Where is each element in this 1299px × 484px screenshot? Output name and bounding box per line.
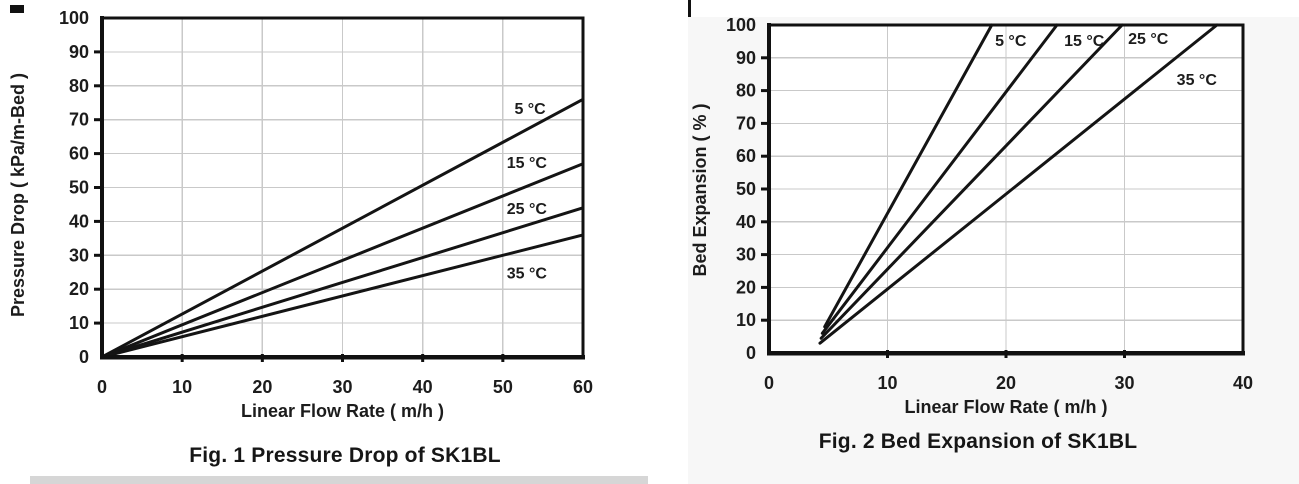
panel-divider-mark	[688, 0, 691, 17]
series-line-35-c	[100, 233, 585, 359]
y-tick-label-50: 50	[736, 179, 756, 199]
series-label-25-c: 25 °C	[1128, 31, 1169, 48]
scan-artifact-top-left	[10, 5, 24, 13]
series-line-5-c	[100, 97, 585, 359]
y-tick-label-70: 70	[69, 110, 89, 130]
y-tick-label-70: 70	[736, 113, 756, 133]
x-tick-30	[341, 354, 344, 362]
x-tick-30	[1123, 350, 1126, 358]
x-tick-label-0: 0	[97, 377, 107, 397]
y-tick-20	[761, 285, 769, 289]
x-tick-50	[501, 354, 505, 362]
y-tick-80	[761, 89, 769, 93]
series-line-25-c	[819, 23, 1124, 340]
y-tick-label-60: 60	[736, 146, 756, 166]
series-label-5-c: 5 °C	[995, 33, 1027, 50]
y-tick-10	[94, 321, 102, 325]
x-axis-title: Linear Flow Rate ( m/h )	[904, 397, 1107, 417]
y-tick-label-40: 40	[736, 212, 756, 232]
x-tick-label-10: 10	[877, 373, 897, 393]
series-line-15-c	[820, 23, 1059, 335]
y-tick-60	[94, 152, 102, 156]
y-tick-30	[94, 253, 102, 257]
scan-artifact-bottom-strip	[30, 476, 648, 484]
y-tick-label-100: 100	[726, 15, 756, 35]
y-tick-90	[761, 56, 769, 60]
y-tick-label-60: 60	[69, 144, 89, 164]
bed-expansion-chart: 0 10 20 30 40 50 60 70 80 90 100 0 10 20 30 40 Linear Fl…	[690, 15, 1253, 417]
y-tick-label-10: 10	[69, 313, 89, 333]
series-label-35-c: 35 °C	[1177, 72, 1218, 89]
x-tick-10	[886, 350, 889, 358]
y-tick-label-10: 10	[736, 310, 756, 330]
x-tick-label-30: 30	[1114, 373, 1134, 393]
x-tick-40	[421, 354, 425, 362]
series-line-5-c	[823, 23, 994, 329]
x-axis-title: Linear Flow Rate ( m/h )	[241, 401, 444, 421]
series-label-15-c: 15 °C	[1064, 33, 1105, 50]
y-tick-label-30: 30	[69, 245, 89, 265]
y-tick-label-100: 100	[59, 8, 89, 28]
y-tick-10	[761, 318, 769, 322]
y-tick-label-80: 80	[736, 81, 756, 101]
x-tick-10	[180, 354, 184, 362]
y-axis-title: Bed Expansion ( % )	[690, 103, 710, 276]
y-tick-label-20: 20	[69, 279, 89, 299]
x-tick-label-20: 20	[996, 373, 1016, 393]
y-tick-70	[761, 121, 769, 125]
series-line-25-c	[100, 206, 585, 359]
y-tick-label-90: 90	[736, 48, 756, 68]
y-tick-label-80: 80	[69, 76, 89, 96]
y-tick-40	[761, 220, 769, 224]
x-tick-label-10: 10	[172, 377, 192, 397]
x-tick-20	[1004, 350, 1008, 358]
y-tick-80	[94, 84, 102, 88]
y-tick-label-50: 50	[69, 178, 89, 198]
y-tick-label-20: 20	[736, 277, 756, 297]
series-label-25-c: 25 °C	[507, 201, 548, 218]
y-tick-label-30: 30	[736, 245, 756, 265]
x-tick-label-60: 60	[573, 377, 593, 397]
series-label-35-c: 35 °C	[507, 265, 548, 282]
y-tick-20	[94, 287, 102, 291]
x-tick-label-30: 30	[332, 377, 352, 397]
y-tick-label-0: 0	[746, 343, 756, 363]
x-tick-label-0: 0	[764, 373, 774, 393]
x-tick-label-40: 40	[1233, 373, 1253, 393]
pressure-drop-chart: 0 10 20 30 40 50 60 70 80 90 100 0 10 20 30 40 50 60 Linea…	[8, 8, 593, 421]
series-line-15-c	[100, 162, 585, 359]
y-tick-label-40: 40	[69, 211, 89, 231]
figure-2-caption: Fig. 2 Bed Expansion of SK1BL	[818, 430, 1138, 453]
y-tick-label-90: 90	[69, 42, 89, 62]
y-tick-70	[94, 118, 102, 122]
y-tick-30	[761, 253, 769, 257]
y-tick-50	[94, 186, 102, 189]
y-tick-90	[94, 50, 102, 54]
y-tick-label-0: 0	[79, 347, 89, 367]
y-tick-50	[761, 187, 769, 191]
figure-1-caption: Fig. 1 Pressure Drop of SK1BL	[189, 444, 501, 467]
y-axis-title: Pressure Drop ( kPa/m-Bed )	[8, 73, 28, 317]
series-label-15-c: 15 °C	[507, 155, 548, 172]
series-line-35-c	[818, 23, 1219, 345]
x-tick-label-50: 50	[493, 377, 513, 397]
x-tick-20	[260, 354, 264, 362]
y-tick-40	[94, 219, 102, 223]
x-tick-label-20: 20	[252, 377, 272, 397]
y-tick-60	[761, 154, 769, 158]
x-tick-label-40: 40	[413, 377, 433, 397]
series-label-5-c: 5 °C	[514, 101, 546, 118]
